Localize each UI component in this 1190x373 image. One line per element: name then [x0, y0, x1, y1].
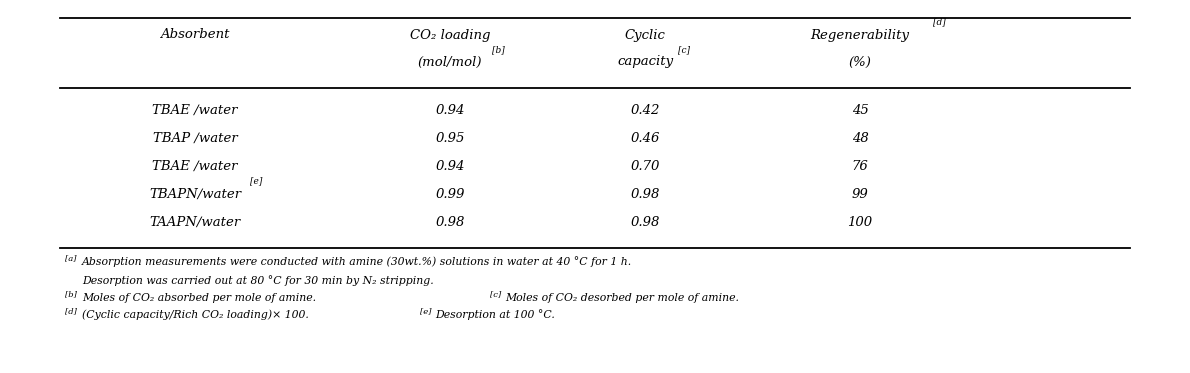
Text: 76: 76 [852, 160, 869, 172]
Text: Regenerability: Regenerability [810, 28, 909, 41]
Text: TBAE ∕water: TBAE ∕water [152, 160, 238, 172]
Text: [c]: [c] [490, 290, 501, 298]
Text: [c]: [c] [678, 45, 690, 54]
Text: [d]: [d] [65, 307, 77, 315]
Text: CO₂ loading: CO₂ loading [409, 28, 490, 41]
Text: [a]: [a] [65, 254, 76, 262]
Text: Moles of CO₂ absorbed per mole of amine.: Moles of CO₂ absorbed per mole of amine. [82, 293, 317, 303]
Text: capacity: capacity [616, 56, 674, 69]
Text: Absorbent: Absorbent [161, 28, 230, 41]
Text: 0.42: 0.42 [631, 103, 659, 116]
Text: [b]: [b] [65, 290, 77, 298]
Text: (mol/mol): (mol/mol) [418, 56, 482, 69]
Text: 45: 45 [852, 103, 869, 116]
Text: 0.95: 0.95 [436, 132, 464, 144]
Text: [e]: [e] [250, 176, 262, 185]
Text: 0.98: 0.98 [631, 216, 659, 229]
Text: TAAPN∕water: TAAPN∕water [150, 216, 240, 229]
Text: 0.70: 0.70 [631, 160, 659, 172]
Text: TBAPN∕water: TBAPN∕water [149, 188, 242, 201]
Text: 99: 99 [852, 188, 869, 201]
Text: [e]: [e] [420, 307, 432, 315]
Text: 0.98: 0.98 [631, 188, 659, 201]
Text: Desorption was carried out at 80 °C for 30 min by N₂ stripping.: Desorption was carried out at 80 °C for … [82, 276, 433, 286]
Text: 100: 100 [847, 216, 872, 229]
Text: (Cyclic capacity/Rich CO₂ loading)× 100.: (Cyclic capacity/Rich CO₂ loading)× 100. [82, 310, 309, 320]
Text: 0.98: 0.98 [436, 216, 464, 229]
Text: Desorption at 100 °C.: Desorption at 100 °C. [436, 310, 555, 320]
Text: 0.99: 0.99 [436, 188, 464, 201]
Text: 0.94: 0.94 [436, 160, 464, 172]
Text: Absorption measurements were conducted with amine (30wt.%) solutions in water at: Absorption measurements were conducted w… [82, 257, 632, 267]
Text: Cyclic: Cyclic [625, 28, 665, 41]
Text: 0.46: 0.46 [631, 132, 659, 144]
Text: [b]: [b] [491, 45, 505, 54]
Text: TBAE ∕water: TBAE ∕water [152, 103, 238, 116]
Text: 48: 48 [852, 132, 869, 144]
Text: 0.94: 0.94 [436, 103, 464, 116]
Text: (%): (%) [848, 56, 871, 69]
Text: Moles of CO₂ desorbed per mole of amine.: Moles of CO₂ desorbed per mole of amine. [505, 293, 739, 303]
Text: TBAP ∕water: TBAP ∕water [152, 132, 237, 144]
Text: [d]: [d] [933, 17, 946, 26]
